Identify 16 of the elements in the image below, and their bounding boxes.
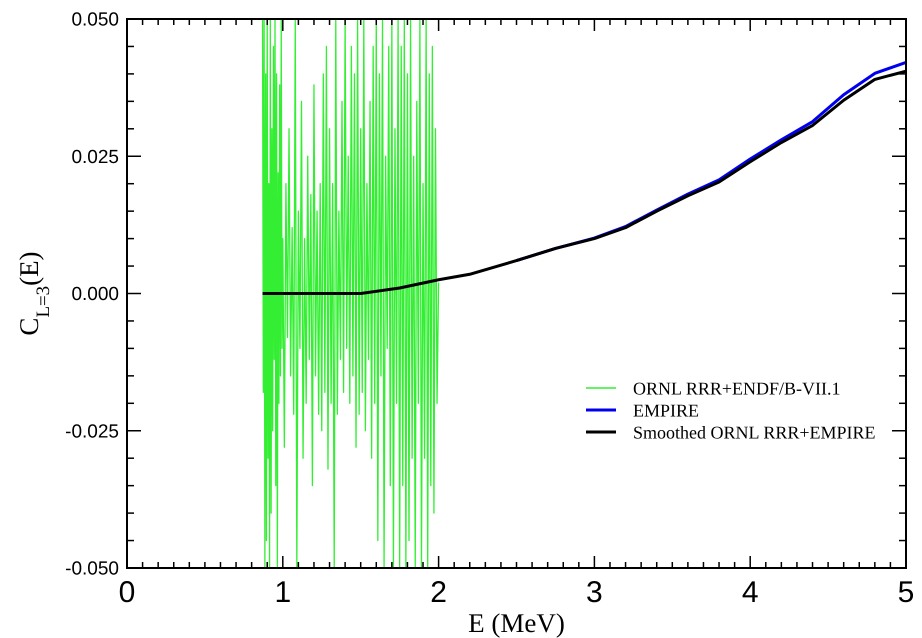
y-tick-label: -0.025 bbox=[65, 421, 119, 442]
y-tick-label: -0.050 bbox=[65, 558, 119, 580]
x-tick-label: 0 bbox=[118, 576, 136, 609]
x-axis-title: E (MeV) bbox=[468, 608, 565, 638]
x-tick-label: 1 bbox=[274, 576, 292, 609]
x-tick-label: 5 bbox=[898, 576, 914, 609]
x-tick-label: 4 bbox=[742, 576, 759, 609]
y-tick-label: 0.050 bbox=[71, 10, 119, 31]
y-tick-label: 0.000 bbox=[71, 284, 119, 306]
x-tick-label: 3 bbox=[586, 576, 603, 609]
y-tick-label: 0.025 bbox=[71, 146, 119, 168]
x-tick-label: 2 bbox=[430, 576, 447, 609]
line-series bbox=[262, 19, 440, 568]
legend-label: ORNL RRR+ENDF/B-VII.1 bbox=[633, 378, 840, 398]
legend-label: Smoothed ORNL RRR+EMPIRE bbox=[633, 422, 876, 442]
legend-label: EMPIRE bbox=[633, 400, 700, 420]
